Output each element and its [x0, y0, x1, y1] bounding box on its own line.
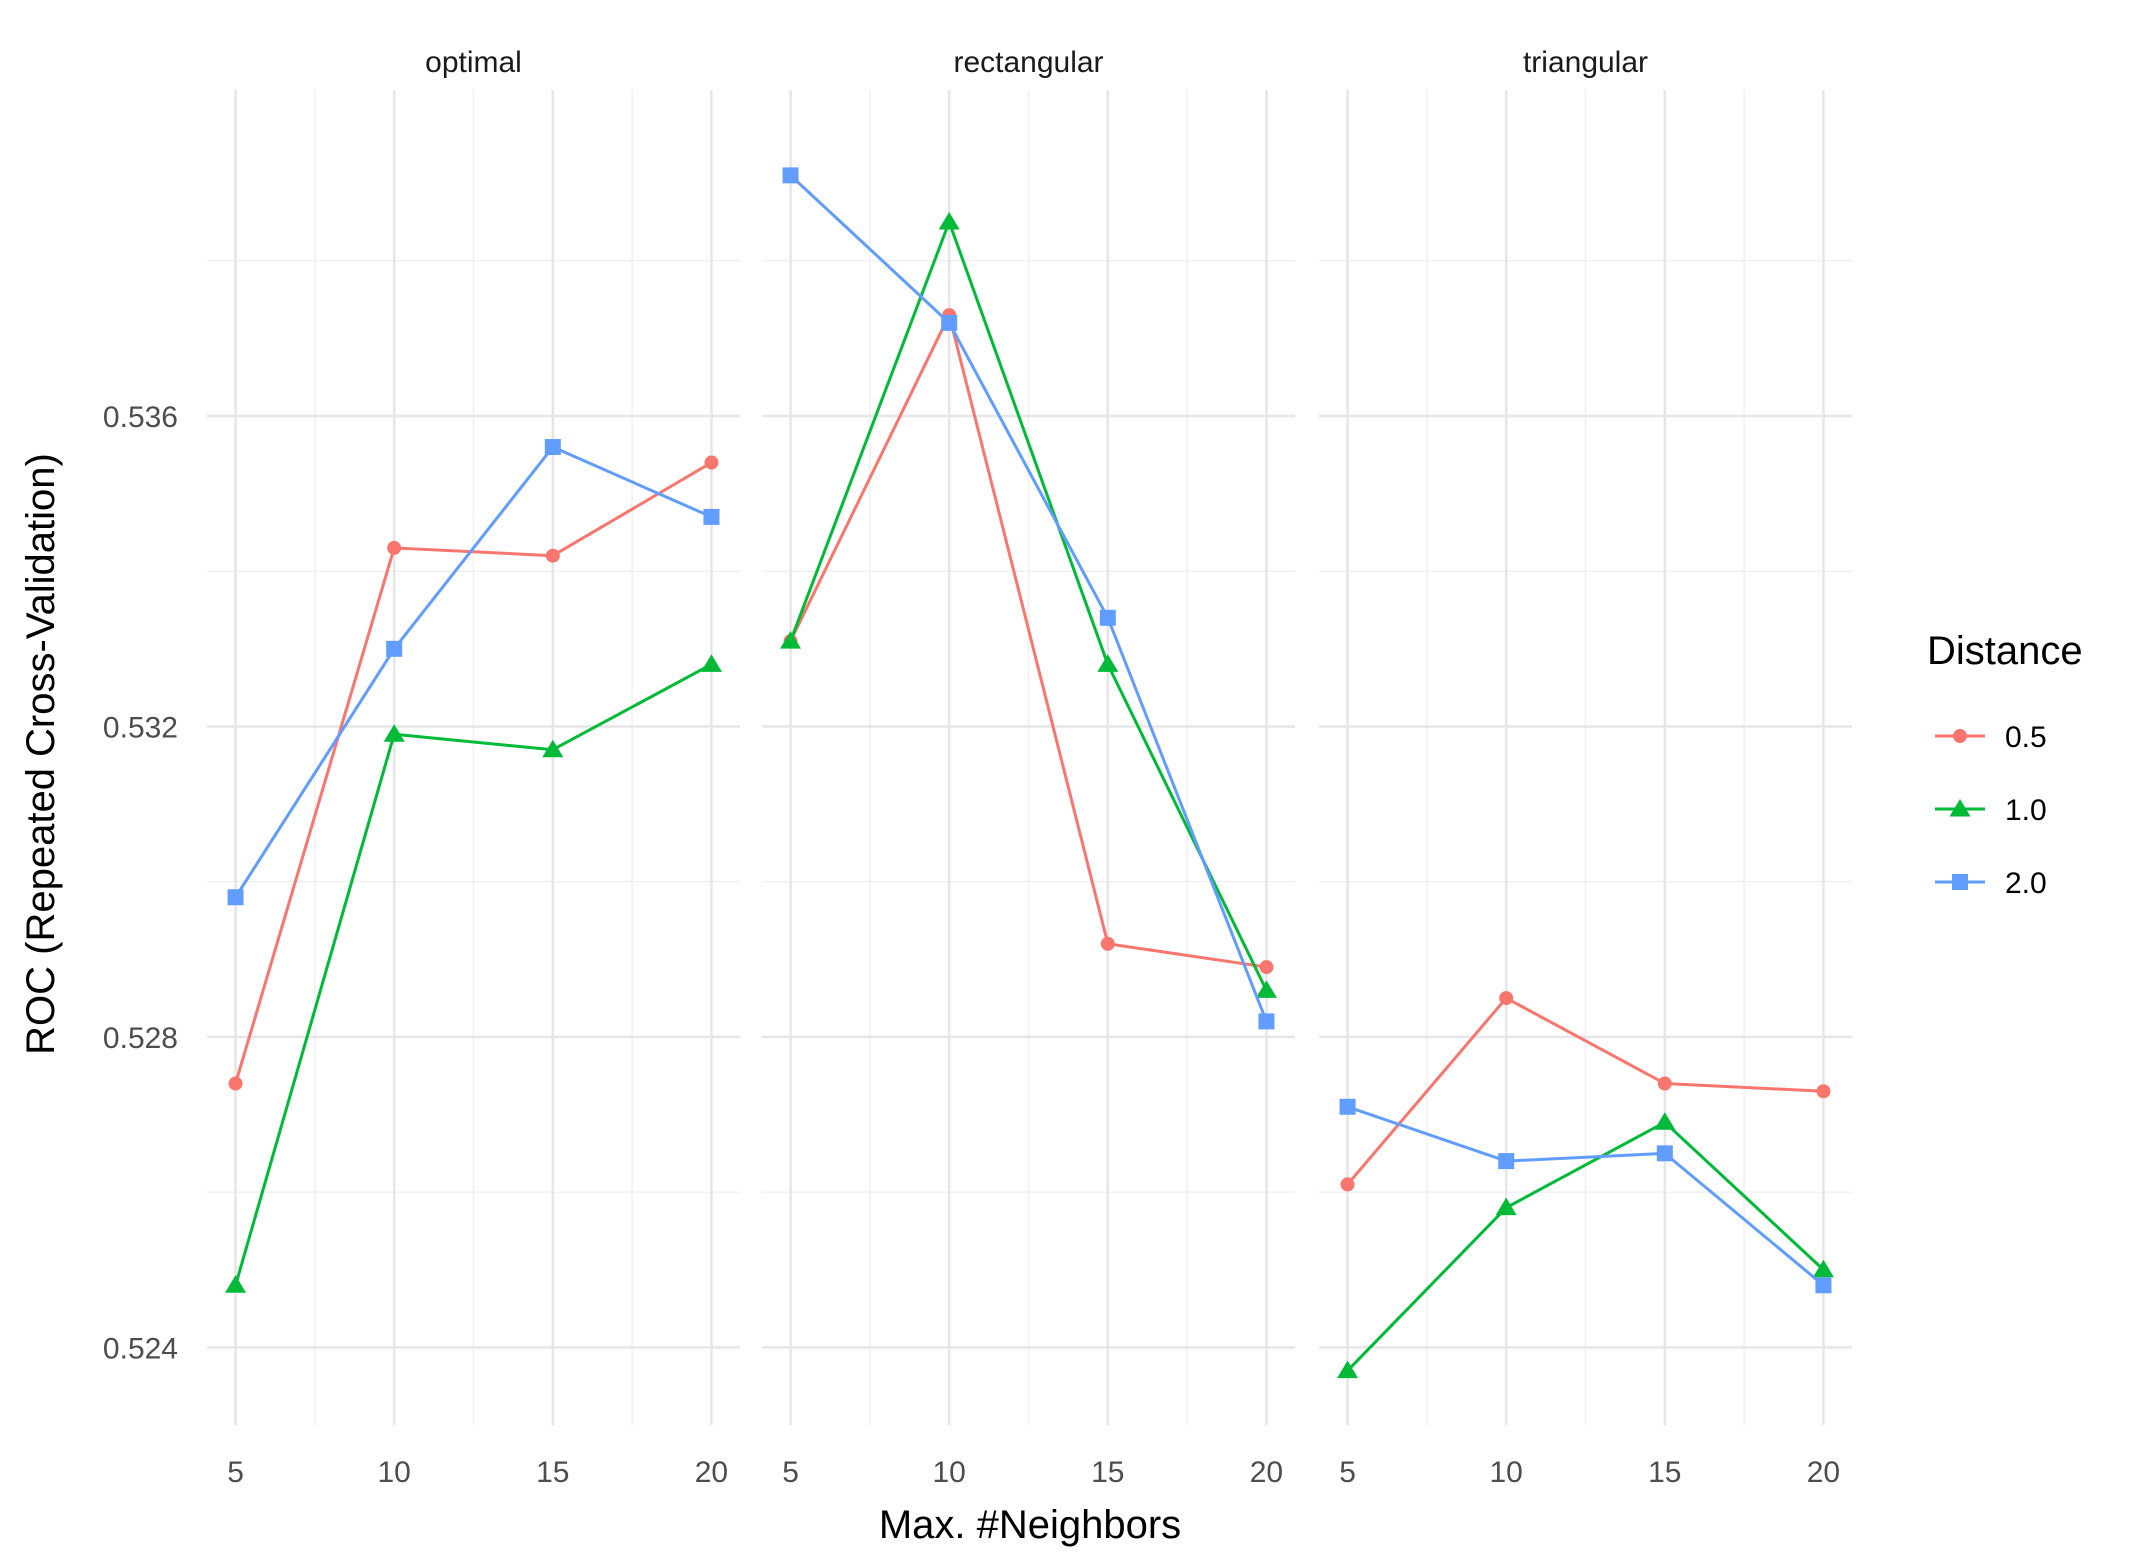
y-tick-label: 0.528	[103, 1022, 178, 1055]
x-tick-label: 20	[695, 1456, 728, 1489]
x-tick-label: 5	[1339, 1456, 1356, 1489]
data-point	[545, 548, 560, 563]
x-tick-label: 5	[227, 1456, 244, 1489]
data-point	[1100, 936, 1115, 951]
data-point	[1259, 960, 1274, 975]
data-point	[1495, 1197, 1517, 1216]
x-tick-label: 10	[932, 1456, 965, 1489]
data-point	[1816, 1084, 1831, 1099]
x-tick-label: 5	[782, 1456, 799, 1489]
legend-label: 0.5	[2005, 721, 2047, 754]
x-tick-label: 15	[1091, 1456, 1124, 1489]
x-tick-label: 15	[1648, 1456, 1681, 1489]
facet-panel-optimal: optimal 5 10 15 20	[207, 46, 740, 1489]
data-point	[1258, 1013, 1275, 1030]
data-point	[938, 211, 960, 230]
series-line-2.0	[1347, 1105, 1825, 1287]
data-point	[782, 167, 799, 184]
x-tick-label: 15	[536, 1456, 569, 1489]
series-line-0.5	[234, 461, 713, 1084]
data-point	[1337, 1360, 1359, 1379]
data-point	[1097, 654, 1119, 672]
data-point	[703, 508, 720, 525]
series-line-1.0	[789, 220, 1268, 992]
legend-key-marker	[1953, 729, 1967, 743]
y-tick-label: 0.524	[103, 1332, 178, 1365]
series-line-1.0	[234, 663, 713, 1286]
data-point	[1656, 1145, 1673, 1162]
data-point	[542, 739, 564, 758]
data-point	[941, 314, 958, 331]
data-point	[1340, 1177, 1355, 1192]
y-tick-label: 0.532	[103, 711, 178, 744]
facet-panel-rectangular: rectangular 5 10 15 20	[762, 46, 1295, 1489]
data-point	[1499, 991, 1514, 1006]
data-point	[1815, 1277, 1832, 1294]
y-tick-label: 0.536	[103, 401, 178, 434]
series-line-2.0	[789, 174, 1268, 1022]
legend: Distance 0.5 1.0 2.0	[1927, 629, 2083, 900]
legend-entry: 0.5	[1935, 721, 2047, 754]
data-point	[1099, 609, 1116, 626]
series-line-0.5	[1346, 996, 1824, 1186]
series-line-1.0	[1346, 1120, 1825, 1372]
facet-panel-triangular: triangular 5 10 15 20	[1319, 46, 1852, 1489]
facet-strip-label: triangular	[1523, 46, 1648, 79]
x-tick-label: 20	[1250, 1456, 1283, 1489]
x-axis-title: Max. #Neighbors	[879, 1503, 1181, 1547]
legend-label: 1.0	[2005, 794, 2047, 827]
facet-strip-label: rectangular	[953, 46, 1103, 79]
data-point	[386, 640, 403, 657]
data-point	[225, 1275, 247, 1293]
data-point	[704, 455, 719, 470]
data-point	[1657, 1076, 1672, 1091]
data-point	[387, 540, 402, 555]
y-axis: 0.524 0.528 0.532 0.536	[103, 401, 178, 1365]
legend-key-marker	[1949, 799, 1971, 817]
data-point	[1654, 1112, 1676, 1130]
data-point	[383, 724, 405, 742]
legend-key-marker	[1952, 874, 1968, 890]
series-line-0.5	[789, 313, 1267, 969]
y-axis-title: ROC (Repeated Cross-Validation)	[19, 453, 63, 1055]
series-line-2.0	[234, 445, 713, 899]
data-point	[544, 439, 561, 456]
legend-title: Distance	[1927, 629, 2083, 673]
data-point	[1498, 1153, 1515, 1170]
legend-label: 2.0	[2005, 867, 2047, 900]
data-point	[227, 889, 244, 906]
data-point	[700, 654, 722, 672]
data-point	[780, 631, 802, 649]
legend-entry: 2.0	[1935, 867, 2047, 900]
legend-entry: 1.0	[1935, 794, 2047, 827]
x-tick-label: 20	[1807, 1456, 1840, 1489]
data-point	[228, 1076, 243, 1091]
x-tick-label: 10	[377, 1456, 410, 1489]
data-point	[1339, 1098, 1356, 1115]
x-tick-label: 10	[1489, 1456, 1522, 1489]
data-point	[1812, 1259, 1834, 1278]
facet-strip-label: optimal	[425, 46, 522, 79]
data-point	[1255, 980, 1277, 998]
